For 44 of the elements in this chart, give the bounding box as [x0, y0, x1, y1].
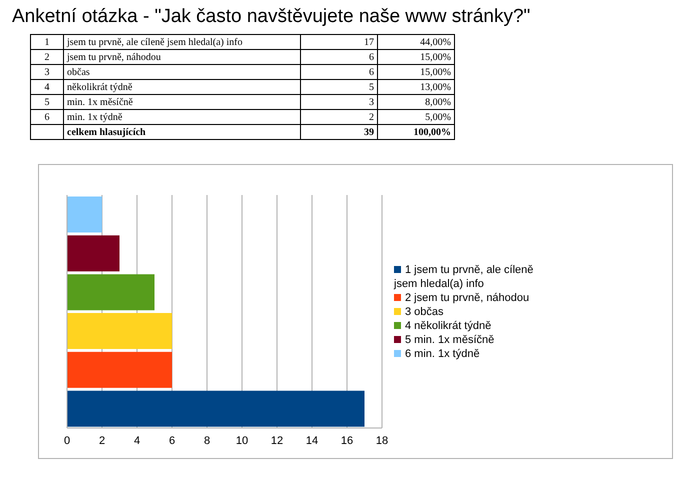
x-tick-label: 14: [306, 434, 318, 447]
text: 5: [300, 80, 378, 94]
text: 39: [300, 124, 378, 140]
legend-label: 5 min. 1x měsíčně: [405, 334, 494, 346]
text: celkem hlasujících: [64, 124, 300, 140]
text: 1: [30, 34, 64, 50]
x-tick-label: 6: [168, 434, 176, 447]
text: 3: [300, 94, 378, 110]
legend-label: 6 min. 1x týdně: [405, 348, 480, 360]
text: 6: [300, 50, 378, 64]
text: jsem tu prvně, ale cíleně jsem hledal(a) info: [64, 34, 300, 50]
x-tick-label: 10: [236, 434, 248, 447]
text: 15,00%: [378, 64, 454, 80]
x-tick-label: 18: [376, 434, 388, 447]
legend-label: 4 několikrát týdně: [405, 320, 492, 332]
text: několikrát týdně: [64, 80, 300, 94]
text: 17: [300, 34, 378, 50]
chart-title: Anketní otázka - "Jak často navštěvujete naše www stránky?": [12, 6, 532, 28]
legend-label: 2 jsem tu prvně, náhodou: [405, 292, 530, 304]
text: 2: [30, 50, 64, 64]
text: 4: [30, 80, 64, 94]
text: 6: [300, 64, 378, 80]
x-tick-label: 8: [204, 434, 210, 447]
text: 5,00%: [378, 110, 454, 124]
text: min. 1x měsíčně: [64, 94, 300, 110]
text: 3: [30, 64, 64, 80]
x-tick-label: 2: [98, 434, 106, 447]
text: 6: [30, 110, 64, 124]
text: min. 1x týdně: [64, 110, 300, 124]
x-tick-label: 4: [134, 434, 140, 447]
text: 5: [30, 94, 64, 110]
text: 13,00%: [378, 80, 454, 94]
text: občas: [64, 64, 300, 80]
x-tick-label: 12: [270, 434, 284, 447]
x-tick-label: 0: [64, 434, 70, 447]
x-tick-label: 16: [340, 434, 354, 447]
legend-label: 3 občas: [405, 306, 444, 318]
text: 2: [300, 110, 378, 124]
text: 44,00%: [378, 34, 454, 50]
text: 15,00%: [378, 50, 454, 64]
text: 8,00%: [378, 94, 454, 110]
text: 100,00%: [378, 124, 454, 140]
text: jsem tu prvně, náhodou: [64, 50, 300, 64]
legend-label: 1 jsem tu prvně, ale cíleně jsem hledal(a) info: [394, 264, 534, 290]
